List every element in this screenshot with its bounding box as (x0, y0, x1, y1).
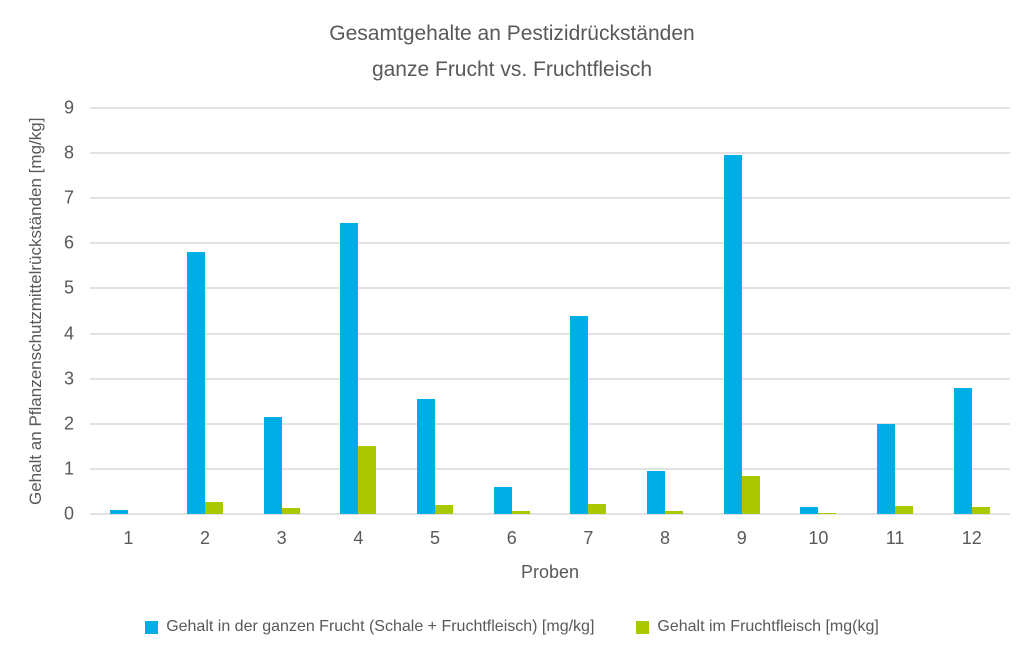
category-slot-6 (473, 108, 550, 514)
x-tick-label-12: 12 (961, 528, 982, 548)
category-slot-7 (550, 108, 627, 514)
bar-series-1-sample-8 (647, 471, 666, 514)
gridline (90, 467, 1010, 470)
category-slot-11 (857, 108, 934, 514)
legend-item-fruit-flesh: Gehalt im Fruchtfleisch [mg(kg] (636, 618, 879, 636)
bar-series-1-sample-12 (953, 387, 972, 514)
bar-series-2-sample-3 (281, 508, 300, 514)
gridline (90, 332, 1010, 335)
x-axis-ticks: 1 2 3 4 5 6 7 8 9 10 11 12 (90, 528, 1010, 549)
x-tick-label-4: 4 (353, 528, 364, 548)
bar-series-1-sample-7 (570, 315, 589, 514)
x-tick-label-9: 9 (736, 528, 747, 548)
bar-series-2-sample-2 (205, 501, 223, 514)
bar-series-2-sample-6 (511, 510, 530, 514)
category-slot-3 (243, 108, 320, 514)
bar-series-2-sample-4 (358, 446, 377, 514)
category-slot-1 (90, 108, 167, 514)
legend-swatch-whole-fruit-icon (145, 620, 159, 634)
bar-series-1-sample-9 (723, 155, 742, 514)
x-tick-label-6: 6 (506, 528, 517, 548)
category-slot-4 (320, 108, 397, 514)
bar-series-1-sample-6 (493, 486, 512, 514)
category-slot-10 (780, 108, 857, 514)
y-tick-label: 1 (63, 458, 74, 479)
bar-series-1-sample-4 (340, 223, 359, 514)
bar-series-1-sample-3 (263, 417, 282, 514)
bar-series-1-sample-10 (800, 507, 819, 514)
bar-series-1-sample-5 (417, 398, 436, 514)
x-tick-label-3: 3 (276, 528, 287, 548)
y-axis-ticks: 0 1 2 3 4 5 6 7 8 9 (44, 98, 74, 524)
y-axis-title: Gehalt an Pflanzenschutzmittelrückstände… (26, 117, 45, 505)
y-tick-label: 0 (63, 503, 74, 524)
chart-title-line-2: ganze Frucht vs. Fruchtfleisch (371, 58, 653, 81)
bar-series-2-sample-11 (895, 506, 914, 514)
category-slot-8 (627, 108, 704, 514)
y-tick-label: 6 (63, 232, 74, 253)
legend: Gehalt in der ganzen Frucht (Schale + Fr… (0, 618, 1024, 636)
legend-label-fruit-flesh: Gehalt im Fruchtfleisch [mg(kg] (657, 618, 879, 635)
x-tick-label-7: 7 (583, 528, 594, 548)
x-tick-label-11: 11 (885, 528, 905, 548)
bar-series-2-sample-8 (665, 511, 684, 514)
x-axis-title: Proben (520, 562, 580, 582)
plot-area (90, 108, 1010, 514)
gridline (90, 287, 1010, 290)
bar-series-2-sample-7 (588, 503, 607, 514)
y-tick-label: 9 (63, 97, 74, 118)
y-tick-label: 2 (63, 413, 74, 434)
gridline (90, 107, 1010, 109)
gridlines (90, 107, 1010, 515)
legend-label-whole-fruit: Gehalt in der ganzen Frucht (Schale + Fr… (166, 618, 595, 635)
gridline (90, 422, 1010, 425)
category-slot-9 (703, 108, 780, 514)
gridline (90, 152, 1010, 155)
bar-series-2-sample-10 (818, 512, 837, 514)
category-slot-12 (933, 108, 1010, 514)
y-tick-label: 8 (63, 142, 74, 163)
gridline (90, 197, 1010, 200)
gridline (90, 242, 1010, 245)
x-tick-label-5: 5 (430, 528, 441, 548)
legend-swatch-fruit-flesh-icon (636, 620, 650, 634)
chart-title: Gesamtgehalte an Pestizidrückständen gan… (0, 16, 1024, 88)
category-slot-2 (167, 108, 244, 514)
category-slot-5 (397, 108, 474, 514)
x-tick-label-1: 1 (123, 528, 134, 548)
gridline (90, 513, 1010, 515)
chart-title-line-1: Gesamtgehalte an Pestizidrückständen (329, 22, 695, 45)
x-tick-label-2: 2 (200, 528, 211, 548)
bar-series-2-sample-9 (741, 475, 760, 514)
bar-series-1-sample-1 (110, 509, 129, 514)
bar-series-1-sample-2 (187, 252, 205, 514)
y-tick-label: 5 (63, 277, 74, 298)
y-tick-label: 3 (63, 368, 74, 389)
bar-series-2-sample-5 (435, 504, 454, 514)
bar-series-2-sample-12 (971, 506, 990, 514)
y-tick-label: 4 (63, 323, 74, 344)
bar-series-1-sample-11 (877, 423, 896, 514)
x-tick-label-8: 8 (660, 528, 671, 548)
legend-item-whole-fruit: Gehalt in der ganzen Frucht (Schale + Fr… (145, 618, 594, 636)
y-tick-label: 7 (63, 187, 74, 208)
gridline (90, 377, 1010, 380)
x-tick-label-10: 10 (808, 528, 829, 548)
